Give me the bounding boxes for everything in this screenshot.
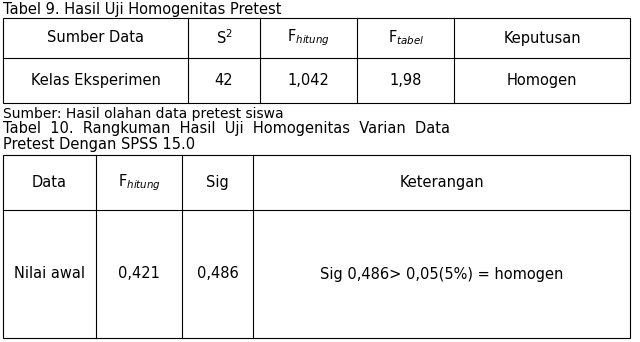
Text: F$_{tabel}$: F$_{tabel}$ — [388, 29, 424, 47]
Text: Kelas Eksperimen: Kelas Eksperimen — [31, 73, 161, 88]
Text: Nilai awal: Nilai awal — [14, 266, 85, 281]
Bar — [3, 18, 630, 103]
Text: 0,486: 0,486 — [197, 266, 239, 281]
Text: F$_{hitung}$: F$_{hitung}$ — [118, 172, 161, 193]
Text: S$^2$: S$^2$ — [216, 29, 232, 47]
Text: 42: 42 — [214, 73, 234, 88]
Text: 1,98: 1,98 — [390, 73, 422, 88]
Text: Pretest Dengan SPSS 15.0: Pretest Dengan SPSS 15.0 — [3, 137, 195, 152]
Text: Sumber: Hasil olahan data pretest siswa: Sumber: Hasil olahan data pretest siswa — [3, 107, 284, 121]
Text: Sumber Data: Sumber Data — [47, 30, 144, 45]
Text: 1,042: 1,042 — [288, 73, 330, 88]
Text: 0,421: 0,421 — [118, 266, 160, 281]
Text: Tabel 9. Hasil Uji Homogenitas Pretest: Tabel 9. Hasil Uji Homogenitas Pretest — [3, 2, 282, 17]
Text: Homogen: Homogen — [507, 73, 577, 88]
Bar — [3, 155, 630, 338]
Text: Keputusan: Keputusan — [504, 30, 581, 45]
Text: Data: Data — [32, 175, 67, 190]
Text: Sig 0,486> 0,05(5%) = homogen: Sig 0,486> 0,05(5%) = homogen — [320, 266, 563, 281]
Text: Sig: Sig — [206, 175, 229, 190]
Text: Tabel  10.  Rangkuman  Hasil  Uji  Homogenitas  Varian  Data: Tabel 10. Rangkuman Hasil Uji Homogenita… — [3, 121, 450, 136]
Text: F$_{hitung}$: F$_{hitung}$ — [287, 28, 330, 48]
Text: Keterangan: Keterangan — [399, 175, 484, 190]
